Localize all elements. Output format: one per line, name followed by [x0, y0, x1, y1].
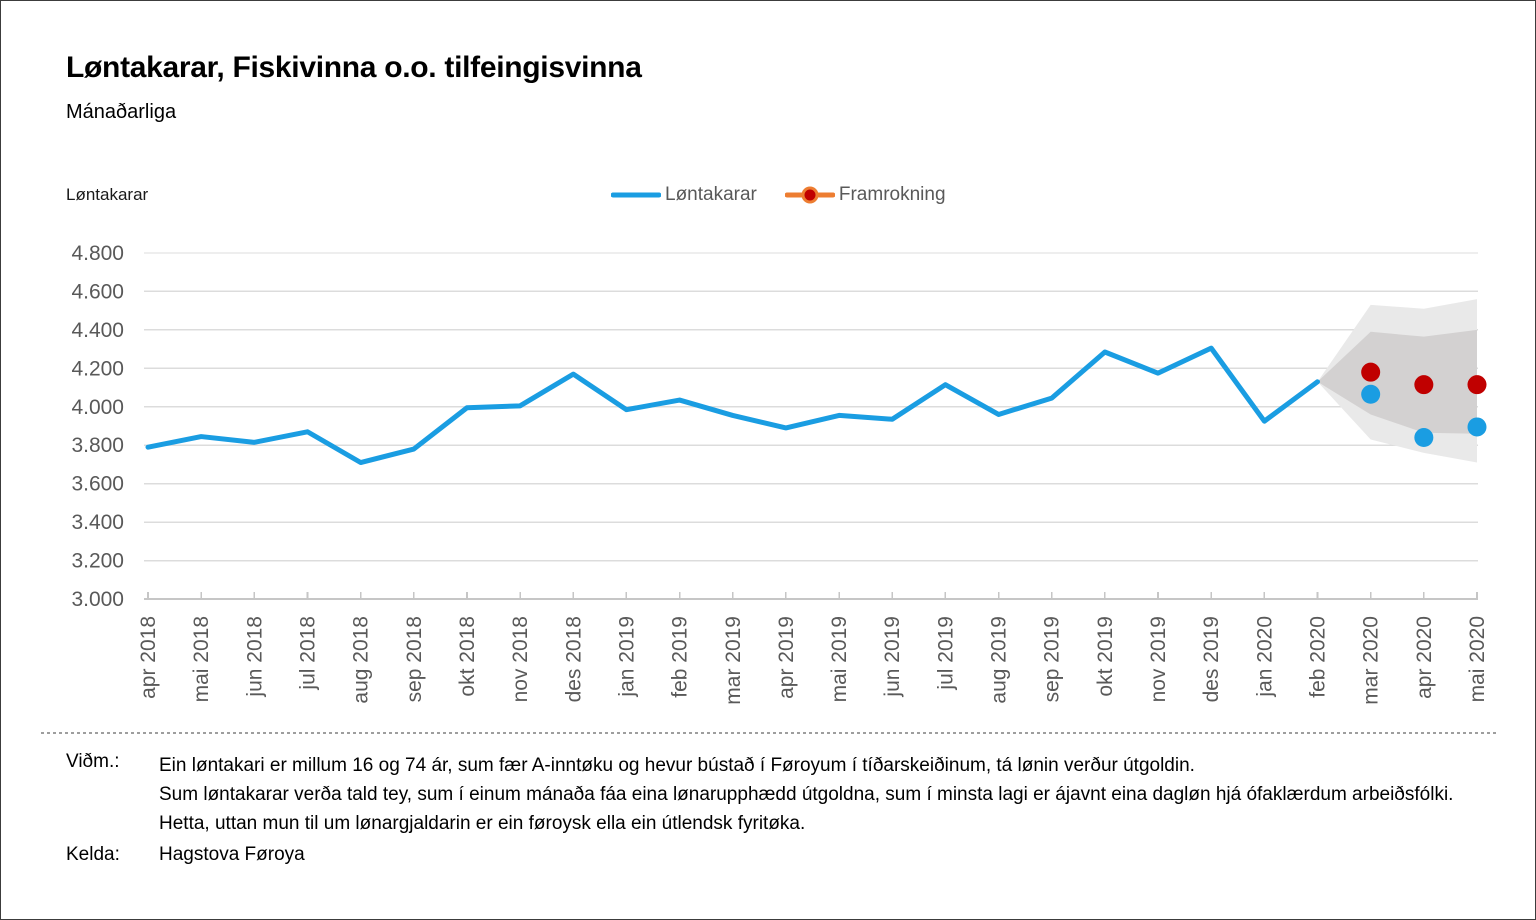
x-tick-label: apr 2019	[775, 616, 798, 699]
forecast-point	[1414, 375, 1434, 395]
x-tick-label: nov 2019	[1147, 616, 1170, 702]
actual-point	[1414, 428, 1434, 448]
x-tick-label: jul 2019	[934, 616, 957, 691]
page-subtitle: Mánaðarliga	[66, 101, 177, 123]
x-tick-label: jun 2018	[243, 616, 266, 698]
x-tick-label: mai 2020	[1466, 616, 1489, 702]
confidence-band-inner	[1317, 329, 1477, 434]
legend-label-lontakarar: Løntakarar	[665, 184, 757, 205]
y-axis-title: Løntakarar	[66, 185, 149, 204]
x-tick-label: feb 2020	[1307, 616, 1330, 698]
forecast-point	[1361, 362, 1381, 382]
y-tick-label: 4.800	[71, 242, 124, 265]
forecast-point	[1467, 375, 1487, 395]
page-title: Løntakarar, Fiskivinna o.o. tilfeingisvi…	[66, 51, 642, 84]
x-tick-label: jun 2019	[881, 616, 904, 698]
footnote-text: Ein løntakari er millum 16 og 74 ár, sum…	[159, 751, 1499, 838]
x-tick-label: mai 2019	[828, 616, 851, 702]
line-chart: 3.000 3.200 3.400 3.600 3.800 4.000 4.200 4.400…	[71, 242, 1489, 705]
legend-label-framrokning: Framrokning	[838, 184, 946, 205]
x-tick-label: apr 2018	[137, 616, 160, 699]
x-tick-label: feb 2019	[669, 616, 692, 698]
x-tick-label: mar 2019	[722, 616, 745, 705]
x-tick-label: des 2019	[1200, 616, 1223, 702]
x-tick-label: sep 2018	[403, 616, 426, 702]
y-tick-label: 4.000	[71, 396, 124, 419]
legend-item-lontakarar: Løntakarar	[611, 184, 757, 206]
y-tick-label: 3.600	[71, 473, 124, 496]
line-dot-marker-icon	[784, 186, 835, 204]
x-tick-label: mai 2018	[190, 616, 213, 702]
footnote-label: Viðm.:	[66, 751, 120, 772]
x-tick-label: apr 2020	[1413, 616, 1436, 699]
line-marker-icon	[611, 192, 661, 198]
y-tick-label: 3.800	[71, 434, 124, 457]
y-tick-label: 3.000	[71, 588, 124, 611]
x-tick-label: okt 2018	[456, 616, 479, 697]
footnote-line: Sum løntakarar verða tald tey, sum í ein…	[159, 784, 1454, 805]
x-tick-label: aug 2018	[350, 616, 373, 704]
x-tick-label: mar 2020	[1360, 616, 1383, 705]
x-tick-label: jan 2020	[1253, 616, 1276, 698]
footnote-line: Hetta, uttan mun til um lønargjaldarin e…	[159, 813, 806, 834]
series-line-lontakarar	[145, 345, 1321, 466]
y-tick-label: 4.200	[71, 357, 124, 380]
actual-point	[1361, 384, 1381, 404]
y-tick-label: 4.400	[71, 319, 124, 342]
x-tick-label: des 2018	[562, 616, 585, 702]
x-tick-label: aug 2019	[988, 616, 1011, 704]
y-tick-label: 3.400	[71, 511, 124, 534]
source-label: Kelda:	[66, 844, 120, 865]
footnote-line: Ein løntakari er millum 16 og 74 ár, sum…	[159, 755, 1195, 776]
footer-divider	[41, 732, 1497, 734]
chart-legend: Løntakarar Framrokning	[611, 184, 946, 206]
x-tick-label: okt 2019	[1094, 616, 1117, 697]
legend-item-framrokning: Framrokning	[784, 184, 946, 206]
actual-point	[1467, 417, 1487, 437]
y-tick-label: 3.200	[71, 550, 124, 573]
source-text: Hagstova Føroya	[159, 844, 305, 865]
y-tick-label: 4.600	[71, 280, 124, 303]
x-tick-label: nov 2018	[509, 616, 532, 702]
x-tick-label: jan 2019	[615, 616, 638, 698]
x-tick-label: sep 2019	[1041, 616, 1064, 702]
x-tick-label: jul 2018	[296, 616, 319, 691]
